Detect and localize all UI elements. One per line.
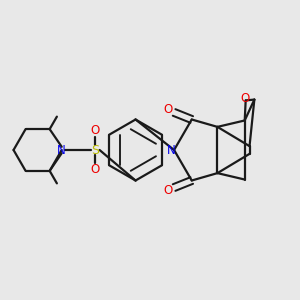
Text: N: N [57,143,66,157]
Text: O: O [91,124,100,137]
Text: S: S [92,143,99,157]
Text: O: O [91,163,100,176]
Text: N: N [167,143,175,157]
Text: O: O [164,184,173,197]
Text: O: O [240,92,249,105]
Text: O: O [164,103,173,116]
